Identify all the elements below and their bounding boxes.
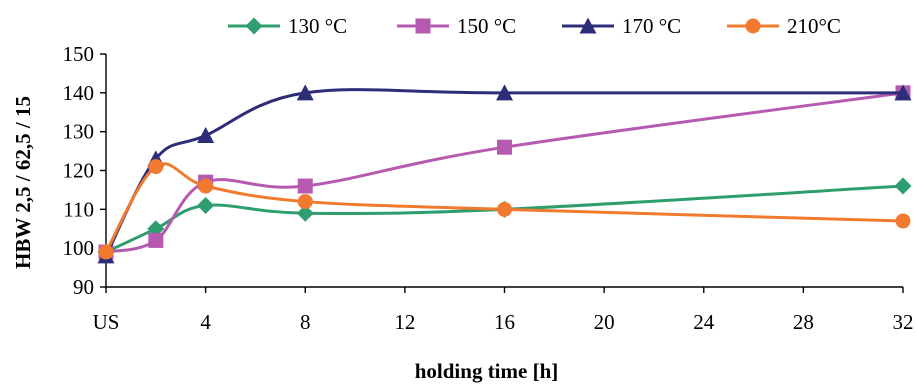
series-3: [97, 84, 912, 264]
data-point-marker: [198, 178, 214, 194]
legend-marker: [245, 17, 263, 35]
series-layer: [97, 84, 912, 264]
x-axis-title: holding time [h]: [415, 359, 559, 383]
data-point-marker: [894, 177, 912, 195]
data-point-marker: [895, 213, 911, 229]
x-tick-label: 16: [494, 310, 515, 334]
y-axis-title: HBW 2,5 / 62,5 / 15: [11, 96, 35, 269]
y-tick-label: 110: [63, 197, 94, 221]
legend-item: 170 °C: [562, 14, 681, 38]
data-point-marker: [296, 204, 314, 222]
series-line: [104, 88, 903, 257]
y-tick-label: 90: [73, 275, 94, 299]
y-tick-label: 140: [63, 81, 95, 105]
series-line: [105, 91, 904, 254]
legend-marker: [579, 17, 597, 34]
x-tick-label: 32: [893, 310, 914, 334]
x-tick-label: 4: [200, 310, 211, 334]
data-point-marker: [496, 84, 513, 101]
legend-marker: [745, 18, 761, 34]
data-point-marker: [297, 194, 313, 210]
x-tick-label: US: [93, 310, 120, 334]
legend-label: 150 °C: [457, 14, 516, 38]
series-line: [105, 184, 904, 254]
data-point-marker: [148, 159, 164, 175]
legend-item: 150 °C: [397, 14, 516, 38]
y-tick-label: 130: [63, 120, 95, 144]
data-point-marker: [894, 84, 912, 101]
legend-label: 170 °C: [622, 14, 681, 38]
legend-label: 210°C: [787, 14, 841, 38]
data-point-marker: [148, 232, 164, 248]
x-tick-label: 12: [394, 310, 415, 334]
data-point-marker: [197, 127, 215, 144]
series-2: [98, 85, 911, 260]
x-tick-label: 20: [594, 310, 615, 334]
y-tick-label: 120: [63, 159, 95, 183]
y-tick-label: 100: [63, 236, 95, 260]
y-tick-label: 150: [63, 42, 95, 66]
legend: 130 °C 150 °C 170 °C 210°C: [228, 14, 841, 38]
legend-item: 130 °C: [228, 14, 347, 38]
data-point-marker: [497, 201, 512, 217]
legend-item: 210°C: [727, 14, 841, 38]
data-point-marker: [297, 178, 313, 194]
legend-label: 130 °C: [288, 14, 347, 38]
data-point-marker: [497, 139, 512, 155]
data-point-marker: [296, 84, 314, 101]
x-tick-label: 28: [793, 310, 814, 334]
data-point-marker: [197, 196, 215, 214]
data-point-marker: [98, 244, 114, 260]
x-tick-label: 24: [693, 310, 715, 334]
series-4: [98, 159, 911, 260]
x-tick-label: 8: [300, 310, 311, 334]
axes: 90 100 110 120 130 140 150 US 4 8 12 16 20 24 28 32: [63, 42, 914, 334]
legend-marker: [415, 18, 431, 34]
